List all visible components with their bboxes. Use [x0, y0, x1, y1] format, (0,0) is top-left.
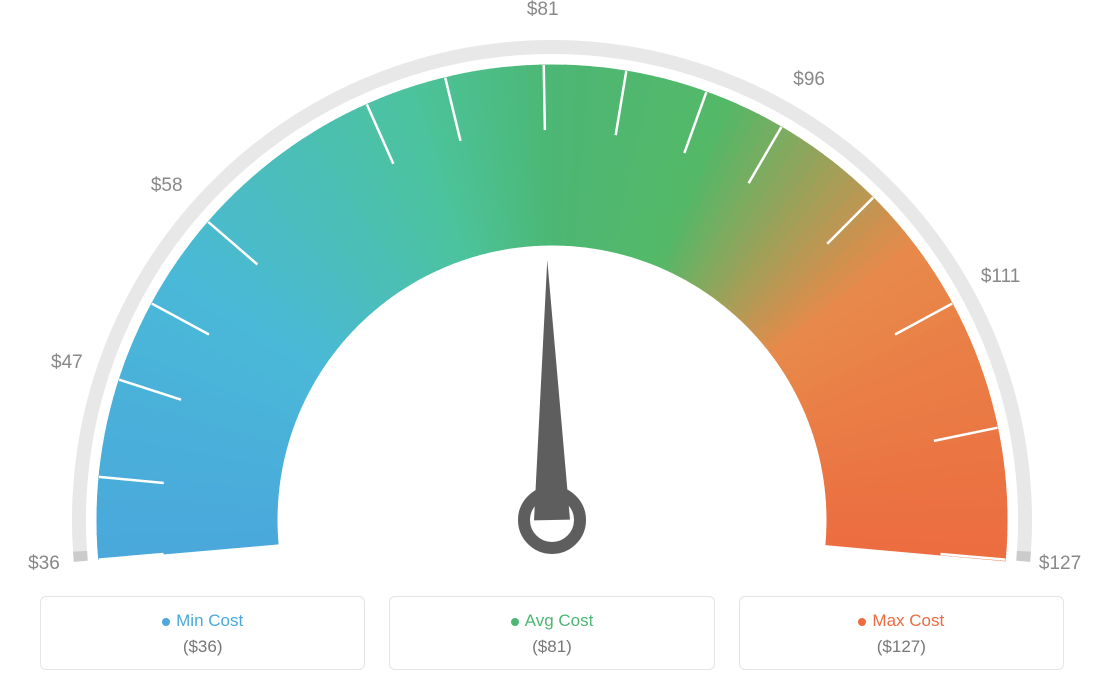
tick-label: $47 [51, 352, 83, 374]
legend-min-value: ($36) [41, 637, 364, 657]
legend-max-value: ($127) [740, 637, 1063, 657]
legend-min-cost: Min Cost ($36) [40, 596, 365, 670]
legend-avg-value: ($81) [390, 637, 713, 657]
tick-label: $36 [28, 553, 60, 575]
tick-label: $81 [527, 0, 559, 21]
legend-avg-title: Avg Cost [390, 611, 713, 631]
dot-icon [162, 618, 170, 626]
dot-icon [511, 618, 519, 626]
legend-max-cost: Max Cost ($127) [739, 596, 1064, 670]
tick-label: $58 [151, 175, 183, 197]
tick-label: $111 [981, 266, 1020, 288]
gauge-svg [0, 0, 1104, 580]
cost-gauge-chart: $36 $47 $58 $81 $96 $111 $127 [0, 0, 1104, 580]
dot-icon [858, 618, 866, 626]
legend-avg-cost: Avg Cost ($81) [389, 596, 714, 670]
tick-label: $96 [793, 69, 825, 91]
tick-label: $127 [1039, 553, 1081, 575]
legend-max-title: Max Cost [740, 611, 1063, 631]
legend-min-title: Min Cost [41, 611, 364, 631]
legend-row: Min Cost ($36) Avg Cost ($81) Max Cost (… [40, 596, 1064, 670]
